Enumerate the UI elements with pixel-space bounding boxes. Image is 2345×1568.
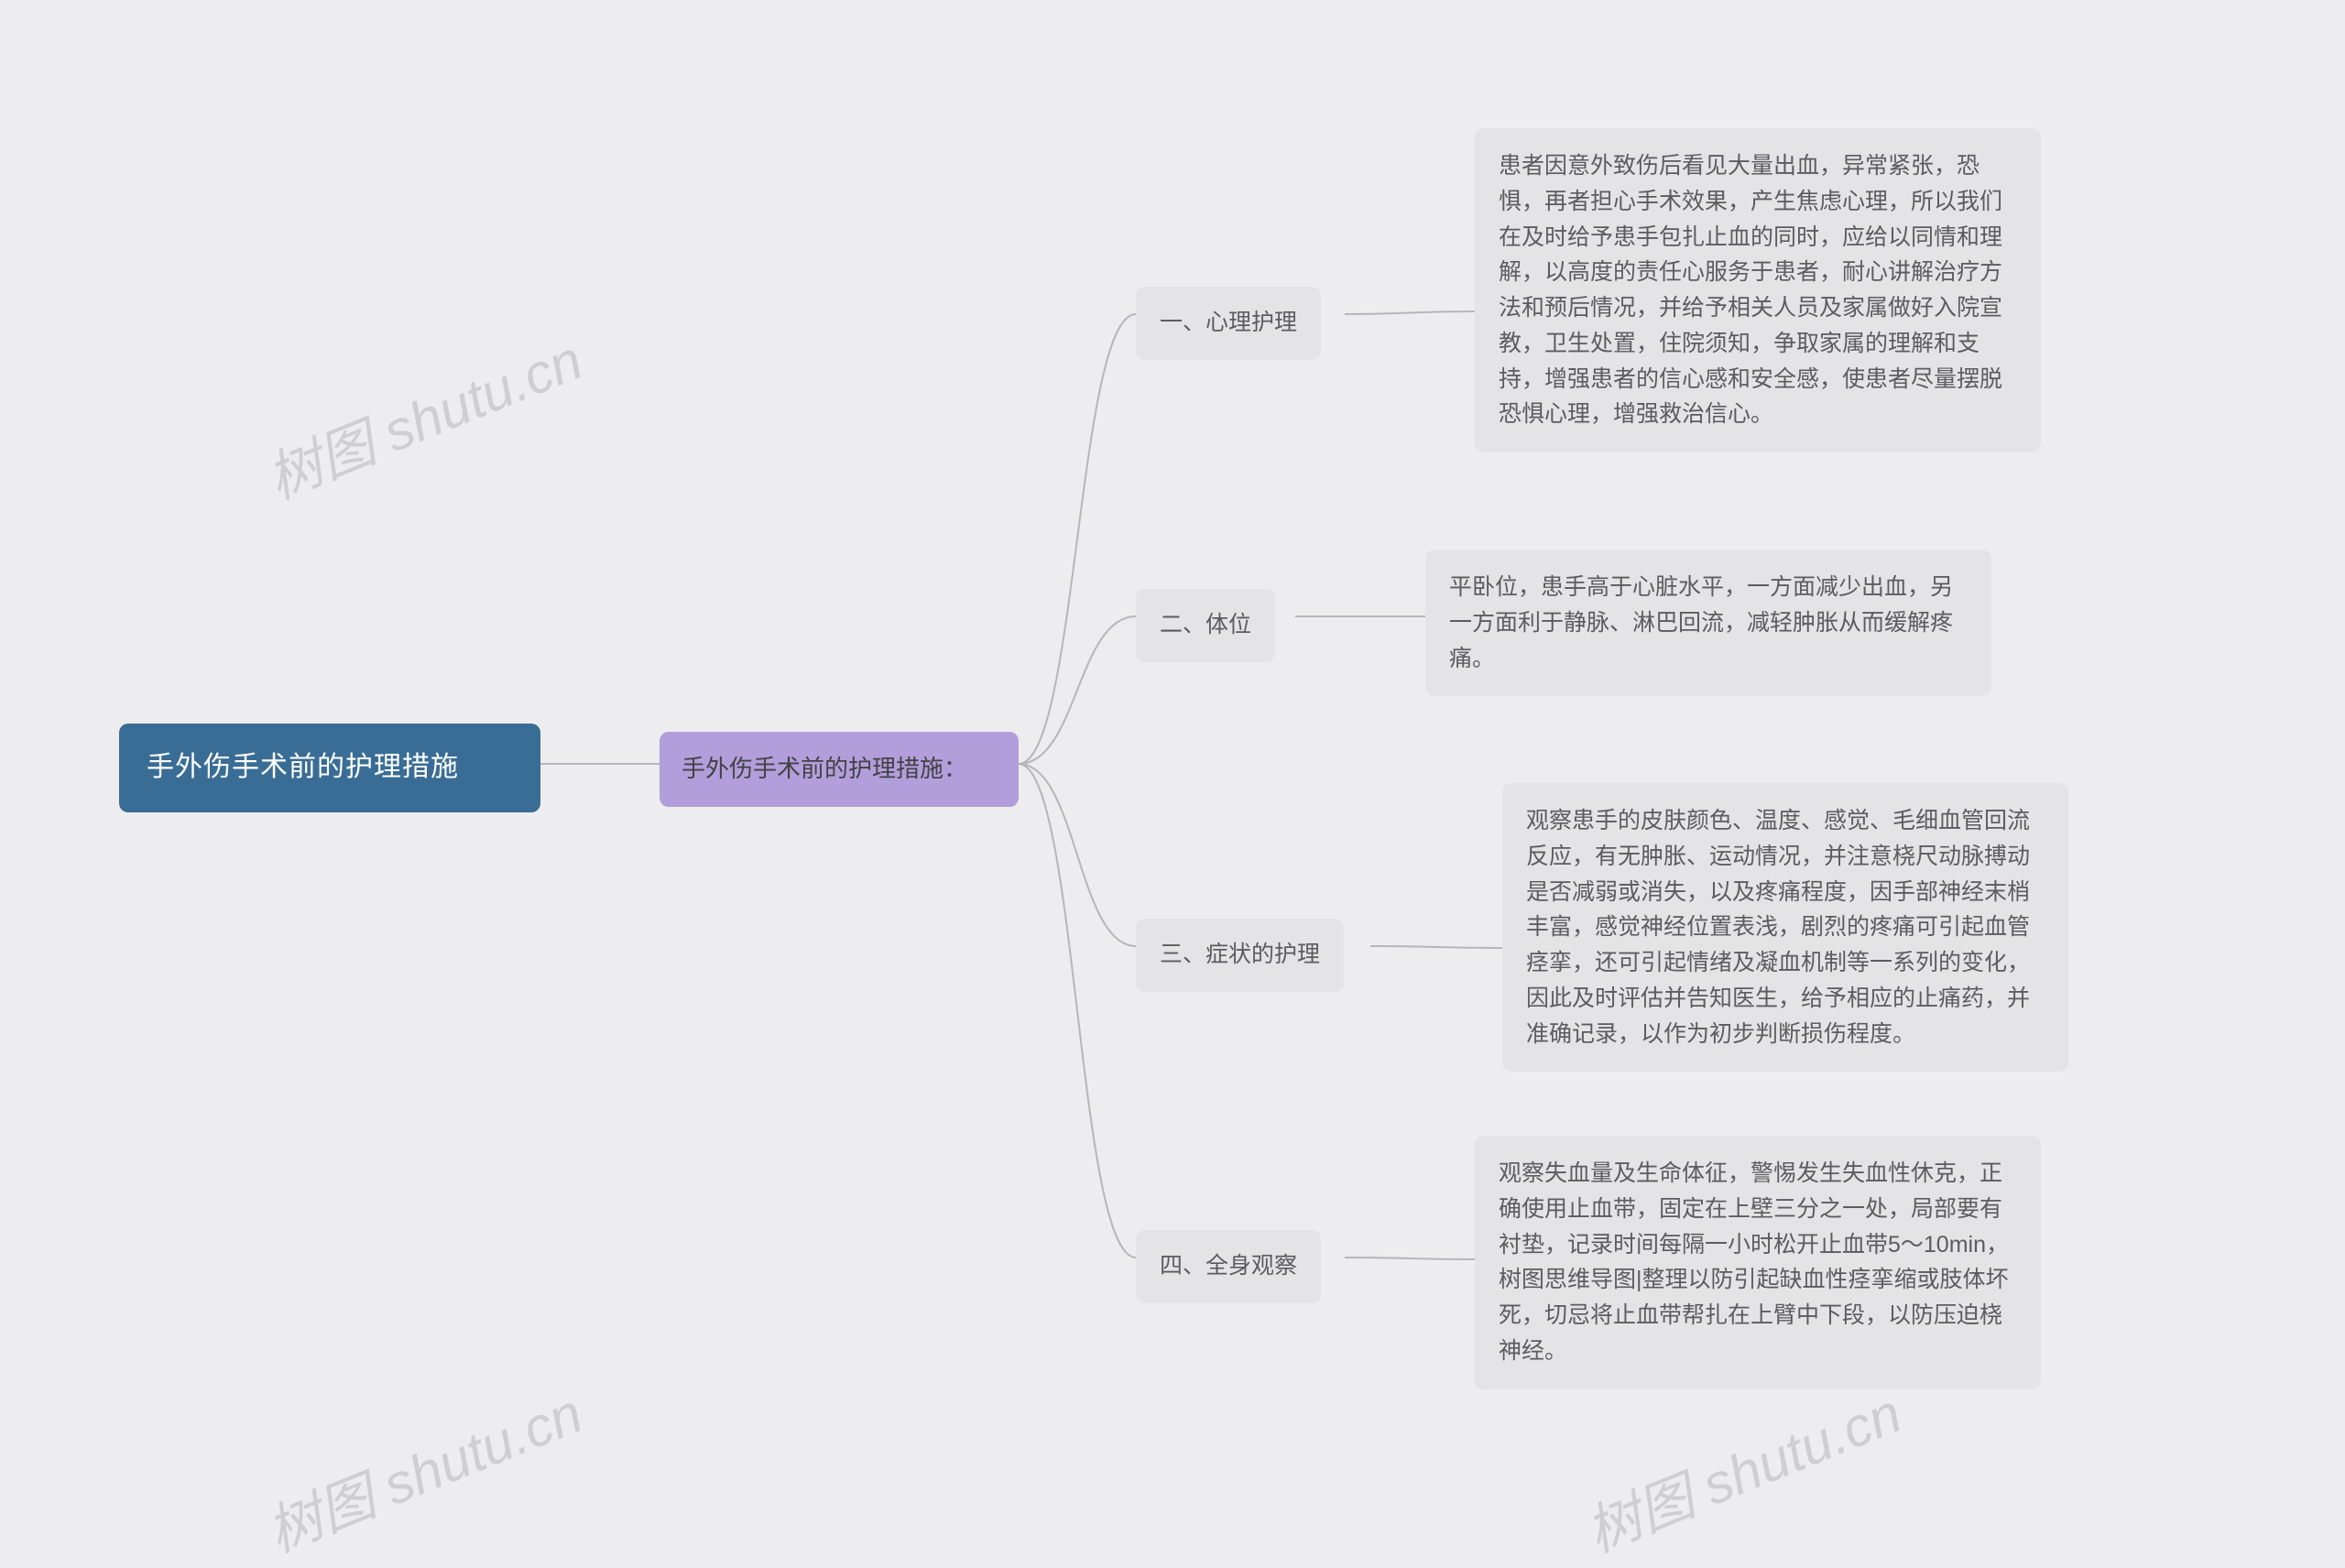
detail-node-4[interactable]: 观察失血量及生命体征，警惕发生失血性休克，正确使用止血带，固定在上壁三分之一处，… bbox=[1475, 1136, 2041, 1389]
watermark-text: 树图 shutu.cn bbox=[1578, 1382, 1910, 1563]
watermark: 树图 shutu.cn bbox=[254, 1369, 593, 1568]
branch-label: 三、症状的护理 bbox=[1160, 935, 1320, 975]
branch-label: 二、体位 bbox=[1160, 605, 1251, 646]
detail-text: 患者因意外致伤后看见大量出血，异常紧张，恐惧，再者担心手术效果，产生焦虑心理，所… bbox=[1499, 148, 2017, 432]
root-node[interactable]: 手外伤手术前的护理措施 bbox=[119, 724, 540, 812]
branch-node-4[interactable]: 四、全身观察 bbox=[1136, 1230, 1321, 1303]
detail-text: 观察失血量及生命体征，警惕发生失血性休克，正确使用止血带，固定在上壁三分之一处，… bbox=[1499, 1156, 2017, 1369]
detail-text: 观察患手的皮肤颜色、温度、感觉、毛细血管回流反应，有无肿胀、运动情况，并注意桡尺… bbox=[1526, 803, 2045, 1051]
branch-node-3[interactable]: 三、症状的护理 bbox=[1136, 919, 1344, 992]
detail-node-1[interactable]: 患者因意外致伤后看见大量出血，异常紧张，恐惧，再者担心手术效果，产生焦虑心理，所… bbox=[1475, 128, 2041, 452]
root-label: 手外伤手术前的护理措施 bbox=[147, 744, 459, 792]
sub-label: 手外伤手术前的护理措施： bbox=[682, 748, 967, 790]
branch-label: 一、心理护理 bbox=[1160, 303, 1297, 343]
branch-label: 四、全身观察 bbox=[1160, 1247, 1297, 1287]
detail-node-2[interactable]: 平卧位，患手高于心脏水平，一方面减少出血，另一方面利于静脉、淋巴回流，减轻肿胀从… bbox=[1425, 550, 1991, 696]
branch-node-1[interactable]: 一、心理护理 bbox=[1136, 287, 1321, 360]
branch-node-2[interactable]: 二、体位 bbox=[1136, 589, 1275, 662]
watermark: 树图 shutu.cn bbox=[1573, 1369, 1912, 1568]
sub-node[interactable]: 手外伤手术前的护理措施： bbox=[660, 732, 1019, 807]
detail-text: 平卧位，患手高于心脏水平，一方面减少出血，另一方面利于静脉、淋巴回流，减轻肿胀从… bbox=[1449, 570, 1968, 676]
mindmap-canvas: 树图 shutu.cn 树图 shutu.cn 树图 shutu.cn 手外伤手… bbox=[0, 0, 2345, 1529]
detail-node-3[interactable]: 观察患手的皮肤颜色、温度、感觉、毛细血管回流反应，有无肿胀、运动情况，并注意桡尺… bbox=[1502, 783, 2068, 1072]
watermark-text: 树图 shutu.cn bbox=[259, 329, 591, 510]
watermark-text: 树图 shutu.cn bbox=[259, 1382, 591, 1563]
watermark: 树图 shutu.cn bbox=[254, 316, 593, 515]
